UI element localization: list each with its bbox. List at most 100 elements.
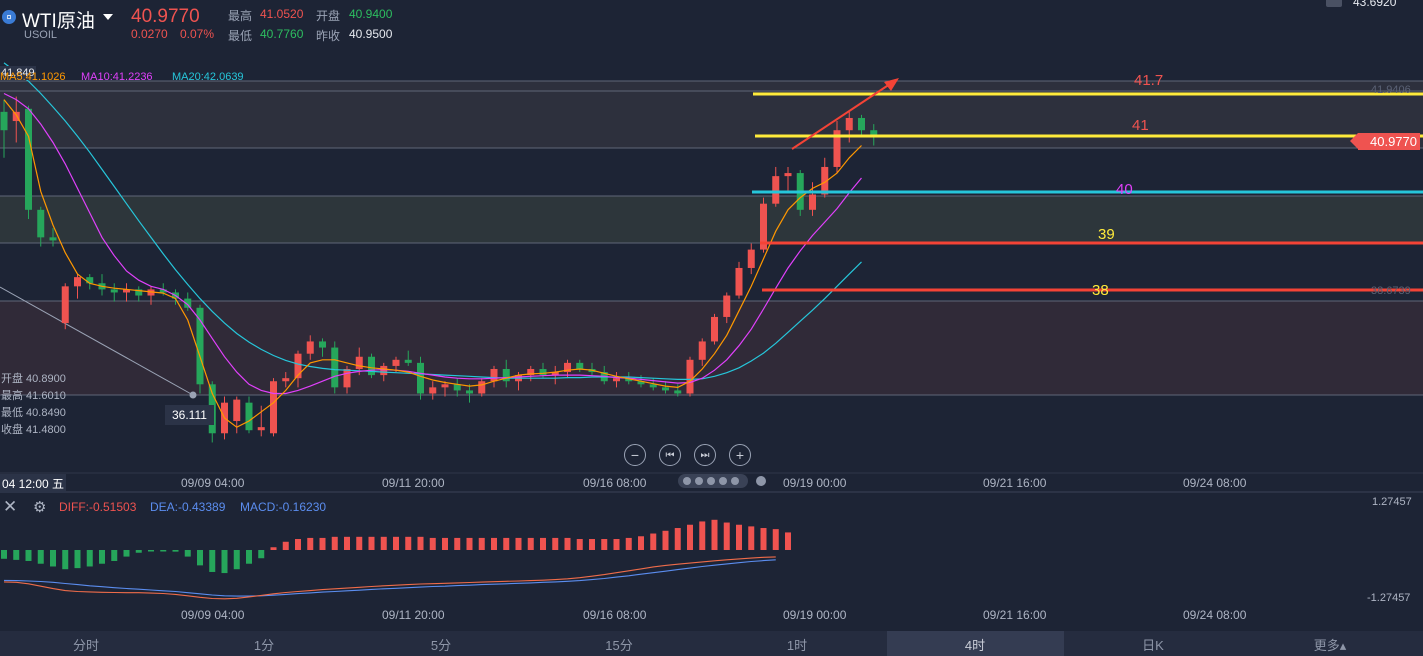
- ohlc-high: 最高 41.6010: [1, 390, 66, 402]
- macd-dea-line: [3, 559, 776, 597]
- macd-hist-bar: [197, 550, 203, 566]
- low-label: 最低: [228, 29, 253, 43]
- macd-hist-bar: [123, 550, 130, 557]
- timeframe-tab[interactable]: 分时: [72, 638, 99, 653]
- x-axis-crosshair-label: 04 12:00 五: [0, 474, 67, 493]
- y-axis-label: 41.9406: [1371, 84, 1411, 96]
- timeframe-tab[interactable]: 1时: [786, 638, 808, 653]
- candle-body: [551, 372, 559, 376]
- candle-body: [417, 362, 424, 394]
- macd-hist-bar: [527, 537, 534, 550]
- zoom-in-button[interactable]: +: [729, 444, 751, 466]
- open-label: 开盘: [316, 9, 341, 23]
- price-change: 0.0270: [131, 27, 168, 41]
- level-label: 39: [1098, 226, 1115, 243]
- x-tick: 09/11 20:00: [382, 476, 445, 490]
- macd-hist-bar: [699, 521, 706, 550]
- quote-header: ¤ WTI原油 USOIL 40.9770 0.0270 0.07% 最高 41…: [0, 0, 1423, 44]
- candle-body: [698, 341, 706, 360]
- macd-value-legend: MACD:-0.16230: [240, 500, 327, 514]
- candle-body: [110, 289, 118, 293]
- macd-hist-bar: [172, 550, 179, 552]
- candle-body: [123, 289, 130, 293]
- candle-body: [478, 381, 486, 394]
- candle-body: [649, 384, 657, 388]
- scroll-left-button[interactable]: ⏮: [659, 444, 681, 466]
- x-tick: 09/09 04:00: [181, 476, 245, 490]
- candle-body: [37, 209, 45, 238]
- ma10-legend: MA10:41.2236: [81, 71, 153, 83]
- high-label: 最高: [228, 9, 253, 23]
- macd-dea-legend: DEA:-0.43389: [150, 500, 226, 514]
- macd-hist-bar: [111, 550, 118, 561]
- low-price-marker: 36.111: [165, 405, 214, 425]
- zone-band: [0, 196, 1423, 243]
- timeframe-tab-more[interactable]: 更多▴: [1313, 638, 1347, 653]
- macd-hist-bar: [86, 550, 93, 567]
- candle-body: [674, 390, 682, 394]
- timeframe-tab[interactable]: 日K: [1142, 638, 1164, 653]
- timeframe-tab-active[interactable]: 4时: [964, 638, 986, 653]
- macd-hist-bar: [736, 524, 742, 550]
- low-value: 40.7760: [260, 27, 304, 41]
- x-tick: 09/16 08:00: [583, 608, 647, 622]
- macd-hist-bar: [331, 536, 338, 550]
- timeframe-tab[interactable]: 5分: [430, 638, 452, 653]
- timeframe-tab[interactable]: 1分: [253, 638, 275, 653]
- x-tick: 09/24 08:00: [1183, 608, 1247, 622]
- macd-hist-bar: [564, 537, 571, 550]
- level-label: 40: [1116, 181, 1133, 198]
- macd-hist-bar: [785, 532, 791, 550]
- candle-body: [196, 307, 204, 385]
- candle-body: [61, 286, 69, 324]
- macd-hist-bar: [540, 537, 546, 550]
- macd-hist-bar: [209, 550, 216, 572]
- chevron-down-icon[interactable]: [103, 14, 113, 20]
- candle-body: [392, 359, 400, 366]
- symbol-icon: ¤: [2, 10, 16, 24]
- candle-body: [74, 277, 81, 287]
- x-tick: 09/16 08:00: [583, 476, 647, 490]
- scroll-right-button[interactable]: ⏭: [694, 444, 716, 466]
- candle-body: [184, 298, 192, 308]
- macd-hist-bar: [50, 550, 56, 567]
- scroll-dot: [683, 477, 691, 485]
- candle-body: [490, 368, 498, 382]
- macd-hist-bar: [270, 547, 277, 550]
- candle-body: [294, 353, 302, 379]
- settings-icon[interactable]: ⚙: [33, 499, 47, 516]
- macd-hist-bar: [393, 536, 399, 550]
- candle-body: [245, 402, 253, 431]
- macd-hist-bar: [368, 536, 375, 550]
- low-point-marker: [189, 391, 197, 399]
- close-icon[interactable]: ✕: [3, 497, 18, 516]
- ohlc-low: 最低 40.8490: [1, 407, 66, 419]
- candle-body: [539, 368, 547, 376]
- macd-hist-bar: [148, 550, 154, 552]
- ma10-line: [3, 92, 862, 395]
- macd-y-axis-label: 1.27457: [1372, 496, 1412, 508]
- candle-body: [380, 365, 388, 376]
- macd-hist-bar: [454, 537, 461, 550]
- last-price: 40.9770: [131, 6, 200, 27]
- candle-body: [686, 359, 694, 394]
- timeframe-tab[interactable]: 15分: [605, 638, 633, 653]
- bell-icon[interactable]: [1326, 0, 1342, 7]
- candle-body: [833, 130, 841, 167]
- macd-hist-bar: [466, 537, 473, 550]
- macd-hist-bar: [429, 537, 436, 550]
- trend-arrow: [791, 81, 894, 150]
- candle-body: [355, 356, 363, 369]
- zoom-out-button[interactable]: −: [624, 444, 646, 466]
- macd-hist-bar: [246, 550, 252, 564]
- candle-body: [809, 194, 816, 210]
- candle-body: [564, 362, 571, 373]
- macd-hist-bar: [515, 537, 522, 550]
- x-tick: 09/21 16:00: [983, 476, 1047, 490]
- symbol-name[interactable]: WTI原油: [22, 11, 95, 32]
- macd-hist-bar: [37, 550, 44, 564]
- macd-hist-bar: [674, 528, 681, 550]
- candle-body: [625, 378, 633, 382]
